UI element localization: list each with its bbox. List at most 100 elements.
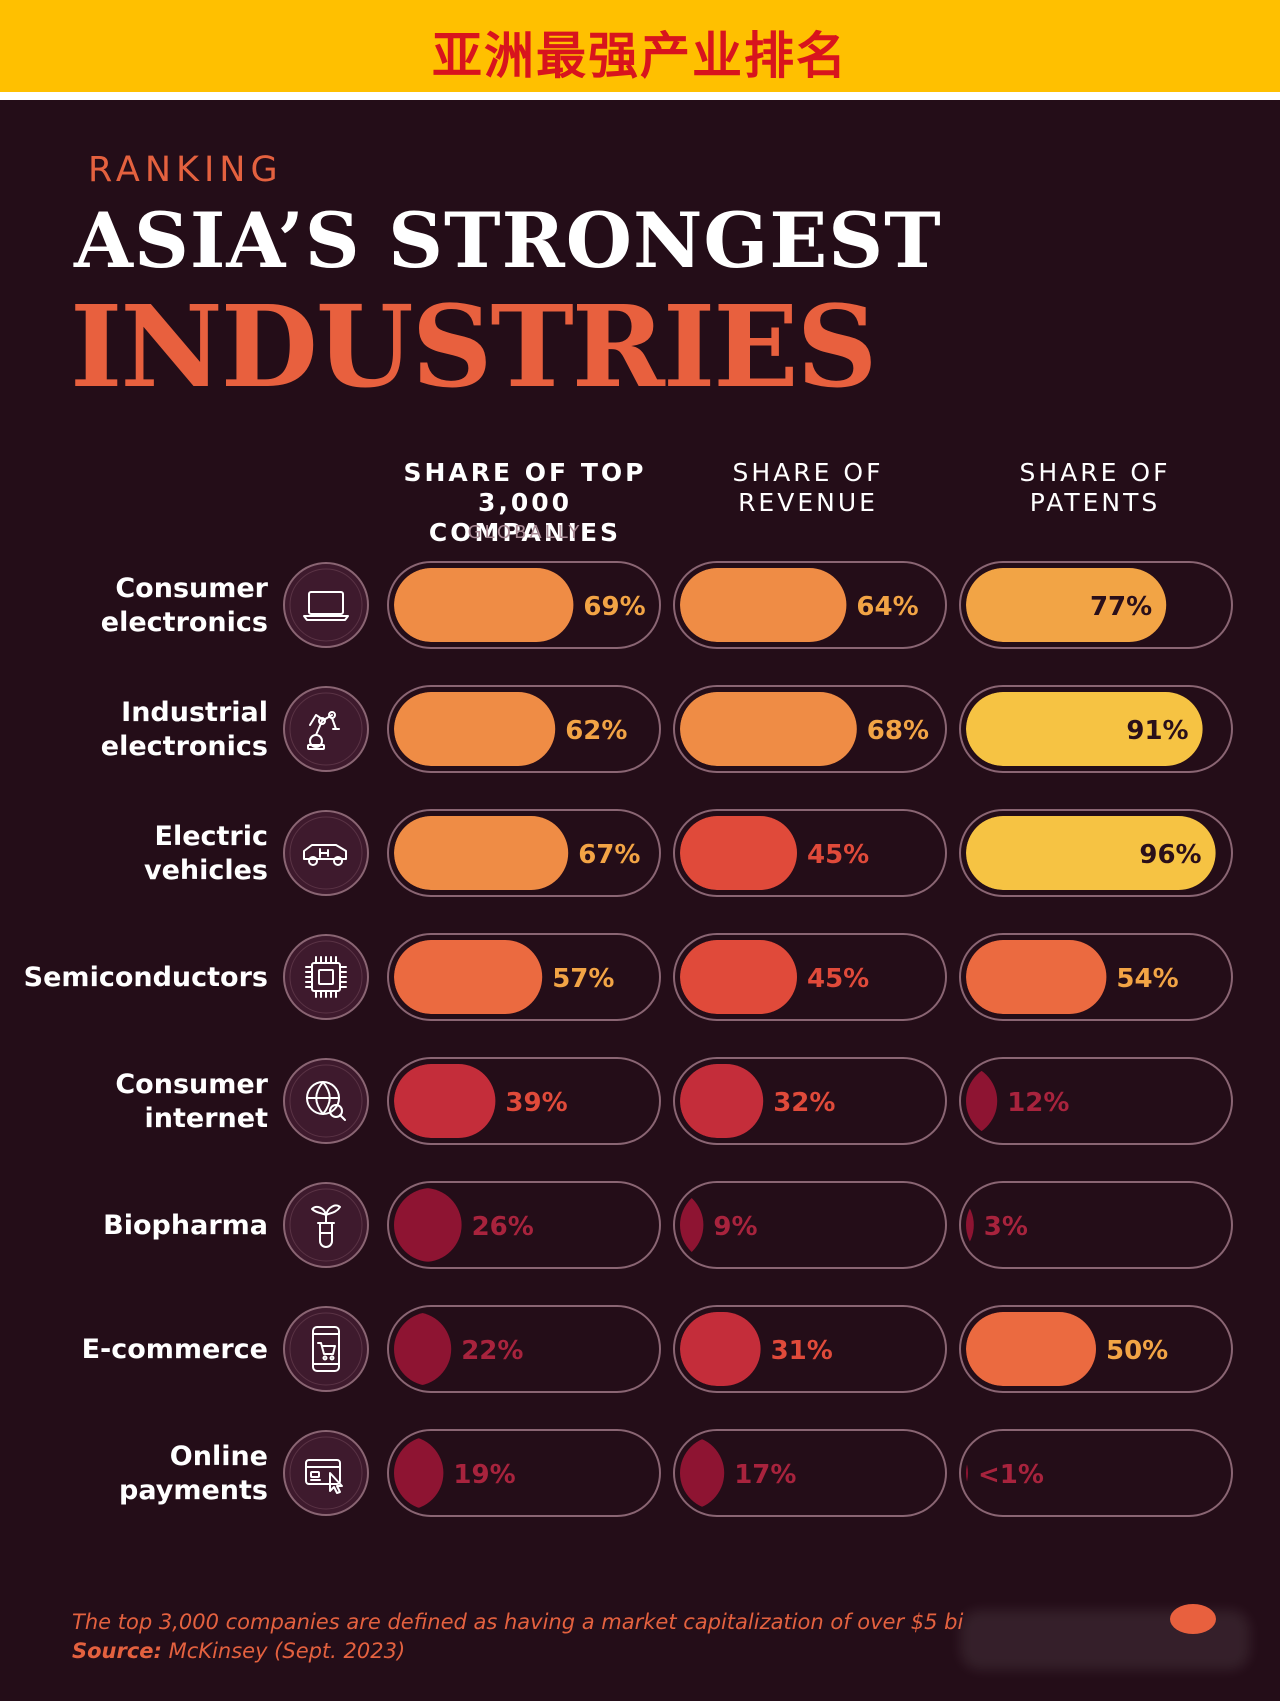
data-label: 62%: [565, 716, 627, 746]
data-label: 91%: [1126, 716, 1188, 746]
bar-cell: 39%: [387, 1057, 661, 1145]
bar: [680, 1064, 764, 1138]
bar-track: [959, 809, 1233, 897]
icon-circle: [283, 1058, 369, 1144]
bar-cell: 26%: [387, 1181, 661, 1269]
column-header-revenue-line1: SHARE OF: [732, 458, 884, 487]
card-cursor-icon: [283, 1430, 369, 1516]
data-label: 64%: [856, 592, 918, 622]
bar-track: [387, 933, 661, 1021]
category-label: electronics: [101, 731, 268, 762]
title-line-1: ASIA’S STRONGEST: [74, 196, 942, 285]
bar-track: [387, 685, 661, 773]
category-label: internet: [145, 1103, 269, 1134]
bar-track: [959, 1181, 1233, 1269]
category-label: payments: [119, 1475, 268, 1506]
bar-track: [387, 1429, 661, 1517]
bar: [966, 940, 1107, 1014]
plant-flask-icon: [283, 1182, 369, 1268]
bar: [680, 1188, 704, 1262]
category-label: Electric: [155, 821, 269, 852]
bar-cell: 19%: [387, 1429, 661, 1517]
data-label: 31%: [771, 1336, 833, 1366]
banner-title: 亚洲最强产业排名: [432, 27, 848, 85]
category-label: electronics: [101, 607, 268, 638]
bar-track: [673, 1429, 947, 1517]
bar-track: [673, 1181, 947, 1269]
bar-track: [959, 561, 1233, 649]
data-label: 45%: [807, 964, 869, 994]
bar: [966, 1312, 1096, 1386]
bar-track: [387, 1305, 661, 1393]
bar-cell: 54%: [959, 933, 1233, 1021]
column-header-revenue-line2: REVENUE: [738, 488, 878, 517]
bar-cell: 69%: [387, 561, 661, 649]
bar-cell: <1%: [959, 1429, 1233, 1517]
category-label: vehicles: [144, 855, 268, 886]
industry-row-biopharma: Biopharma 26% 9% 3%: [103, 1181, 1233, 1269]
bar-cell: 62%: [387, 685, 661, 773]
bar-track: [673, 1305, 947, 1393]
data-label: 77%: [1090, 592, 1152, 622]
column-header-companies-line1: SHARE OF TOP: [403, 458, 647, 487]
bar-track: [959, 1429, 1233, 1517]
bar-track: [959, 685, 1233, 773]
data-label: 26%: [472, 1212, 534, 1242]
bar-track: [387, 1057, 661, 1145]
category-label: E-commerce: [82, 1334, 268, 1365]
bar: [966, 816, 1216, 890]
bar-cell: 64%: [673, 561, 947, 649]
source-line: Source: McKinsey (Sept. 2023): [72, 1637, 963, 1666]
mobile-cart-icon: [283, 1306, 369, 1392]
bar-cell: 45%: [673, 809, 947, 897]
data-label: 12%: [1007, 1088, 1069, 1118]
bar-track: [673, 561, 947, 649]
bar: [394, 1064, 496, 1138]
bar-cell: 45%: [673, 933, 947, 1021]
icon-circle: [283, 934, 369, 1020]
industry-row-e-commerce: E-commerce 22% 31% 50%: [82, 1305, 1233, 1393]
top-banner: 亚洲最强产业排名: [0, 0, 1280, 92]
icon-circle: [283, 562, 369, 648]
footnote: The top 3,000 companies are defined as h…: [72, 1608, 963, 1666]
banner-divider: [0, 92, 1280, 100]
bar: [966, 1064, 998, 1138]
bar-track: [673, 933, 947, 1021]
bar-cell: 57%: [387, 933, 661, 1021]
bar: [966, 692, 1203, 766]
bar-track: [673, 1057, 947, 1145]
bar-track: [959, 933, 1233, 1021]
data-label: 32%: [773, 1088, 835, 1118]
bar-cell: 3%: [959, 1181, 1233, 1269]
bar-cell: 67%: [387, 809, 661, 897]
bar-cell: 17%: [673, 1429, 947, 1517]
chip-icon: [283, 934, 369, 1020]
bar-track: [959, 1057, 1233, 1145]
bar-track: [387, 809, 661, 897]
data-label: 57%: [552, 964, 614, 994]
data-label: 68%: [867, 716, 929, 746]
source-text: McKinsey (Sept. 2023): [161, 1639, 406, 1663]
category-label: Semiconductors: [24, 962, 268, 993]
bar-cell: 9%: [673, 1181, 947, 1269]
industry-row-semiconductors: Semiconductors 57% 45% 54%: [24, 933, 1233, 1021]
data-label: <1%: [978, 1460, 1044, 1490]
icon-circle: [283, 1182, 369, 1268]
bar: [394, 816, 569, 890]
icon-circle: [283, 1430, 369, 1516]
bar: [680, 1312, 761, 1386]
bar: [680, 568, 847, 642]
bar-track: [959, 1305, 1233, 1393]
category-label: Industrial: [121, 697, 268, 728]
bar-cell: 22%: [387, 1305, 661, 1393]
bar: [966, 568, 1167, 642]
data-label: 9%: [713, 1212, 757, 1242]
bar: [680, 816, 797, 890]
bar-cell: 96%: [959, 809, 1233, 897]
bar: [394, 1436, 444, 1510]
